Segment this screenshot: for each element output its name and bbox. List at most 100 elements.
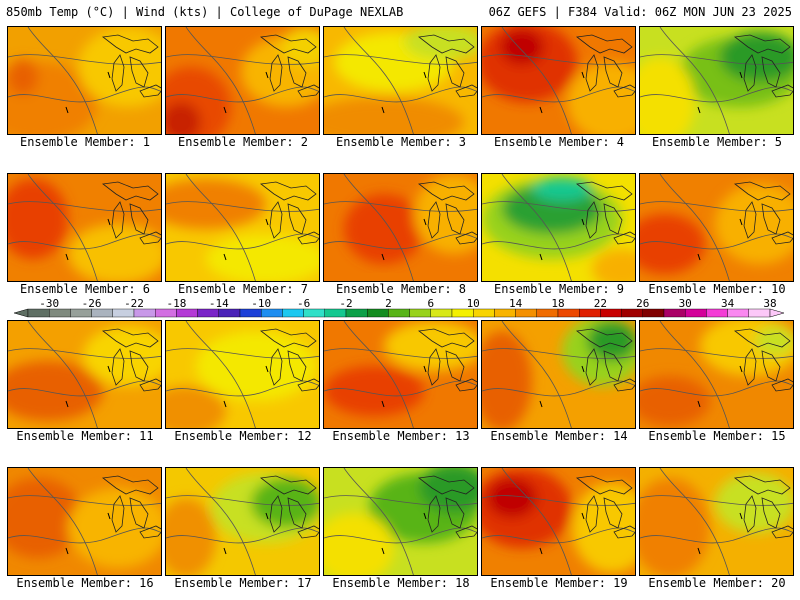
height-contour: [166, 380, 319, 397]
great-lakes-outline: [733, 328, 791, 348]
ensemble-map-panel: [639, 467, 794, 576]
ensemble-member-label: Ensemble Member: 3: [335, 135, 467, 149]
wind-barb: [223, 71, 269, 114]
great-lakes-outline: [761, 497, 781, 529]
temperature-field-map: [482, 321, 635, 428]
great-lakes-outline: [455, 84, 477, 98]
ensemble-map-panel: [7, 26, 162, 135]
colorbar-tick-label: 22: [594, 297, 607, 310]
temperature-field-map: [324, 468, 477, 575]
temperature-region: [166, 102, 201, 134]
ensemble-member-label: Ensemble Member: 2: [177, 135, 309, 149]
height-contour: [8, 54, 161, 65]
colorbar-swatch: [49, 308, 71, 318]
height-contour: [482, 86, 635, 103]
temperature-region: [640, 214, 705, 274]
temperature-region: [324, 513, 394, 575]
height-contour: [324, 527, 477, 544]
colorbar-swatch: [536, 308, 559, 318]
temperature-field-map: [324, 321, 477, 428]
temperature-field-map: [640, 27, 793, 134]
great-lakes-outline: [585, 54, 599, 92]
colorbar-tick-label: 6: [427, 297, 434, 310]
colorbar-under-arrow: [13, 308, 29, 318]
height-contour: [659, 174, 730, 281]
colorbar-swatch: [367, 308, 389, 318]
temperature-field-map: [324, 27, 477, 134]
ensemble-map-panel: [165, 26, 320, 135]
great-lakes-outline: [455, 378, 477, 392]
colorbar-tick-label: 34: [721, 297, 735, 310]
temperature-region: [8, 59, 38, 95]
wind-barb: [539, 512, 585, 555]
great-lakes-outline: [297, 231, 319, 245]
wind-barb: [539, 218, 585, 261]
great-lakes-outline: [129, 497, 149, 529]
colorbar-swatch: [27, 308, 50, 318]
height-contour: [640, 495, 793, 506]
height-contour: [27, 27, 98, 134]
temperature-field-map: [166, 174, 319, 281]
wind-barb: [223, 512, 269, 555]
height-contour: [8, 527, 161, 544]
great-lakes-outline: [575, 181, 633, 201]
great-lakes-outline: [585, 201, 599, 239]
height-contour: [166, 54, 319, 65]
colorbar-swatch: [197, 308, 220, 318]
great-lakes-outline: [445, 203, 465, 235]
temperature-region: [587, 321, 635, 361]
great-lakes-outline: [417, 34, 475, 54]
ensemble-member-label: Ensemble Member: 16: [16, 576, 154, 590]
header-title-left: 850mb Temp (°C) | Wind (kts) | College o…: [6, 5, 404, 19]
great-lakes-outline: [111, 54, 125, 92]
ensemble-member-label: Ensemble Member: 6: [19, 282, 151, 296]
great-lakes-outline: [139, 84, 161, 98]
ensemble-member-label: Ensemble Member: 4: [493, 135, 625, 149]
great-lakes-outline: [733, 475, 791, 495]
great-lakes-outline: [129, 350, 149, 382]
great-lakes-outline: [771, 231, 793, 245]
great-lakes-outline: [287, 350, 307, 382]
height-contour: [166, 527, 319, 544]
great-lakes-outline: [575, 34, 633, 54]
great-lakes-outline: [585, 348, 599, 386]
height-contour: [482, 527, 635, 544]
ensemble-map-panel: [7, 173, 162, 282]
great-lakes-outline: [455, 525, 477, 539]
ensemble-member-label: Ensemble Member: 8: [335, 282, 467, 296]
ensemble-member-label: Ensemble Member: 15: [648, 429, 786, 443]
ensemble-map-panel: [165, 173, 320, 282]
great-lakes-outline: [259, 475, 317, 495]
ensemble-map-panel: [323, 173, 478, 282]
height-contour: [166, 201, 319, 212]
ensemble-map-panel: [481, 26, 636, 135]
temperature-region: [500, 29, 544, 65]
great-lakes-outline: [129, 203, 149, 235]
great-lakes-outline: [269, 495, 283, 533]
great-lakes-outline: [445, 497, 465, 529]
temperature-region: [8, 361, 103, 421]
colorbar-tick-label: 18: [551, 297, 564, 310]
temperature-field-map: [8, 27, 161, 134]
colorbar-tick-label: -14: [209, 297, 229, 310]
height-contour: [8, 201, 161, 212]
height-contour: [27, 468, 98, 575]
great-lakes-outline: [269, 201, 283, 239]
height-contour: [501, 321, 572, 428]
height-contour: [501, 468, 572, 575]
colorbar-swatch: [494, 308, 516, 318]
temperature-region: [640, 478, 710, 575]
wind-barb: [381, 71, 427, 114]
height-contour: [482, 495, 635, 506]
temperature-region: [206, 234, 319, 281]
ensemble-map-panel: [7, 467, 162, 576]
ensemble-map-panel: [323, 26, 478, 135]
temperature-region: [8, 478, 83, 558]
great-lakes-outline: [269, 54, 283, 92]
colorbar-swatch: [451, 308, 474, 318]
colorbar-swatch: [133, 308, 156, 318]
great-lakes-outline: [603, 497, 623, 529]
great-lakes-outline: [417, 181, 475, 201]
colorbar-swatch: [112, 308, 135, 318]
colorbar-swatch: [70, 308, 92, 318]
